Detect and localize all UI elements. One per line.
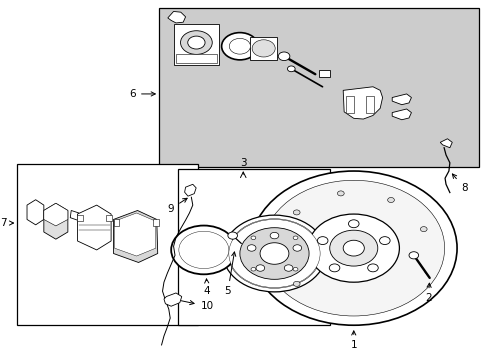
Circle shape [328, 264, 339, 272]
Circle shape [250, 267, 255, 271]
Circle shape [171, 226, 236, 274]
Polygon shape [343, 87, 382, 119]
Bar [345, 96, 353, 113]
Polygon shape [70, 211, 79, 220]
Circle shape [420, 226, 426, 231]
Circle shape [307, 214, 399, 282]
Polygon shape [44, 203, 68, 226]
Circle shape [329, 230, 377, 266]
Circle shape [348, 220, 358, 228]
Bar [176, 54, 216, 63]
Text: 1: 1 [350, 331, 356, 350]
Circle shape [256, 265, 264, 271]
Circle shape [221, 33, 258, 60]
Circle shape [293, 282, 300, 286]
Bar [18, 164, 197, 325]
Circle shape [379, 237, 389, 244]
Circle shape [250, 171, 456, 325]
Text: 5: 5 [224, 252, 235, 296]
Circle shape [387, 198, 393, 203]
Bar [250, 37, 276, 60]
Text: 6: 6 [129, 89, 155, 99]
Circle shape [227, 219, 321, 288]
Circle shape [278, 52, 289, 60]
Bar [106, 215, 112, 221]
Circle shape [317, 237, 327, 244]
Circle shape [187, 36, 204, 49]
Bar [319, 69, 329, 77]
Circle shape [223, 215, 325, 292]
Circle shape [343, 240, 364, 256]
Polygon shape [114, 213, 156, 256]
Text: 7: 7 [0, 218, 14, 228]
Circle shape [275, 246, 282, 251]
Polygon shape [44, 203, 68, 239]
Circle shape [284, 265, 292, 271]
Polygon shape [167, 12, 185, 23]
Text: 10: 10 [181, 301, 213, 311]
Bar [159, 8, 478, 167]
Bar [113, 220, 119, 226]
Polygon shape [163, 293, 182, 306]
Polygon shape [184, 184, 196, 196]
Circle shape [292, 245, 301, 251]
Text: 3: 3 [240, 158, 246, 168]
Circle shape [179, 231, 228, 269]
Polygon shape [113, 211, 158, 262]
Circle shape [292, 267, 297, 271]
Bar [173, 24, 219, 65]
Circle shape [250, 236, 255, 240]
Text: 4: 4 [203, 279, 210, 296]
Circle shape [229, 39, 250, 54]
Text: 2: 2 [424, 283, 431, 303]
Circle shape [247, 245, 255, 251]
Polygon shape [391, 109, 410, 120]
Circle shape [337, 191, 344, 196]
Circle shape [293, 210, 300, 215]
Polygon shape [27, 200, 44, 225]
Circle shape [180, 31, 212, 54]
Bar [178, 169, 329, 325]
Circle shape [287, 66, 295, 72]
Text: 9: 9 [167, 198, 187, 214]
Circle shape [263, 180, 444, 316]
Circle shape [292, 236, 297, 240]
Polygon shape [77, 205, 111, 250]
Bar [153, 220, 158, 226]
Circle shape [228, 220, 320, 288]
Polygon shape [391, 94, 410, 105]
Circle shape [227, 232, 237, 239]
Bar [77, 215, 83, 221]
Circle shape [252, 40, 275, 57]
Bar [365, 96, 374, 113]
Circle shape [269, 232, 278, 239]
Circle shape [408, 252, 418, 259]
Text: 8: 8 [451, 174, 467, 193]
Polygon shape [439, 139, 451, 148]
Circle shape [260, 243, 288, 264]
Circle shape [240, 228, 308, 279]
Circle shape [367, 264, 378, 272]
